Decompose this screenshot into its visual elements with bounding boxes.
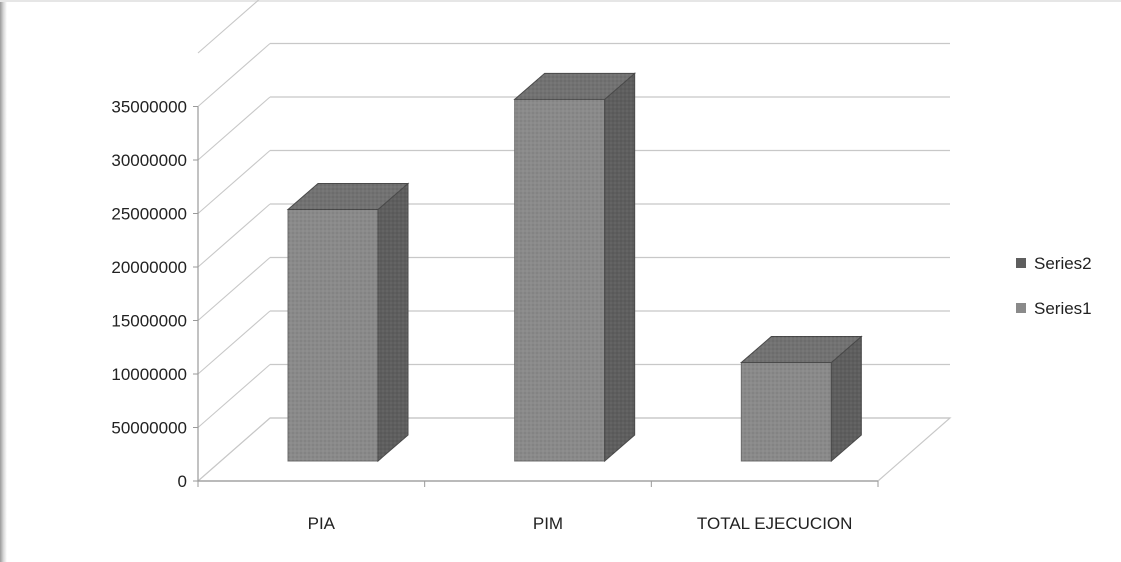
- axes: [193, 106, 879, 487]
- bars: [286, 72, 863, 463]
- bar-series1-pim: [513, 72, 637, 463]
- legend-label-series2: Series2: [1034, 254, 1092, 273]
- bar-series1-pia: [286, 182, 410, 463]
- gridline-depth: [197, 43, 271, 107]
- gridline-depth: [197, 150, 271, 214]
- legend: Series2 Series1: [1016, 254, 1092, 318]
- bar-top-texture: [741, 336, 862, 363]
- chart-frame-edge: [0, 0, 7, 562]
- bar-top-texture: [514, 73, 635, 100]
- gridline-depth: [197, 257, 271, 321]
- y-tick-label: 20000000: [111, 258, 187, 277]
- bar-series1-total-ejecucion: [739, 335, 863, 463]
- y-tick-label: 0: [178, 472, 187, 491]
- bar-top-texture: [288, 183, 408, 210]
- bar-texture: [741, 362, 832, 461]
- y-tick-label: 35000000: [111, 98, 187, 117]
- x-category-label: TOTAL EJECUCION: [697, 514, 853, 533]
- gridline-depth: [197, 96, 271, 161]
- legend-swatch-series2: [1016, 258, 1026, 268]
- bar-texture: [288, 209, 378, 461]
- y-tick-label: 25000000: [111, 205, 187, 224]
- bar-texture: [514, 99, 605, 461]
- x-category-label: PIA: [308, 514, 336, 533]
- chart-frame-top-edge: [0, 0, 1121, 2]
- gridline-depth: [197, 203, 271, 268]
- gridline-depth: [197, 0, 260, 54]
- legend-swatch-series1: [1016, 303, 1026, 313]
- legend-label-series1: Series1: [1034, 299, 1092, 318]
- y-tick-label: 15000000: [111, 312, 187, 331]
- y-tick-label: 50000000: [111, 419, 187, 438]
- bar-side-texture: [378, 183, 408, 462]
- x-category-label: PIM: [533, 514, 563, 533]
- y-tick-label: 30000000: [111, 151, 187, 170]
- labels: 0 50000000 10000000 15000000 20000000 2500000…: [111, 98, 852, 534]
- bar-side-texture: [604, 73, 635, 461]
- gridline-depth: [197, 310, 271, 375]
- bar-side-texture: [831, 336, 862, 461]
- y-tick-label: 10000000: [111, 365, 187, 384]
- gridline-depth: [197, 364, 271, 428]
